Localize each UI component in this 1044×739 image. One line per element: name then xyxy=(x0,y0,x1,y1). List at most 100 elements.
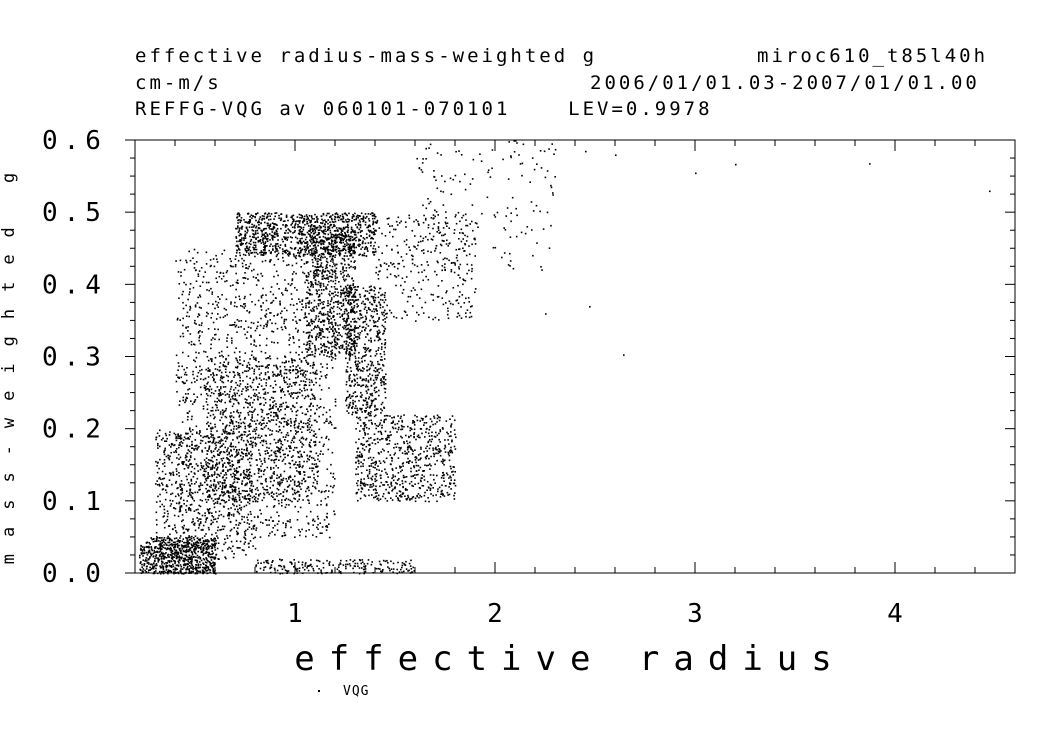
data-point xyxy=(325,221,328,223)
data-point xyxy=(194,399,197,401)
data-point xyxy=(177,572,180,575)
data-point xyxy=(319,229,321,231)
data-point xyxy=(244,272,246,274)
data-point xyxy=(250,440,252,443)
data-point xyxy=(193,449,196,451)
data-point xyxy=(177,553,180,555)
data-point xyxy=(192,373,194,376)
data-point xyxy=(163,453,166,456)
data-point xyxy=(282,491,285,493)
data-point xyxy=(275,270,278,273)
data-point xyxy=(292,369,295,371)
data-point xyxy=(183,564,185,566)
data-point xyxy=(210,547,213,550)
data-point xyxy=(246,448,248,450)
data-point xyxy=(239,376,241,379)
data-point xyxy=(257,498,259,500)
data-point xyxy=(196,396,199,398)
data-point xyxy=(196,570,198,573)
data-point xyxy=(221,377,224,380)
data-point xyxy=(374,241,376,244)
data-point xyxy=(349,254,351,257)
data-point xyxy=(198,445,200,448)
data-point xyxy=(241,518,243,521)
data-point xyxy=(237,508,239,511)
data-point xyxy=(228,546,230,549)
data-point xyxy=(321,230,323,232)
data-point xyxy=(374,233,376,236)
data-point xyxy=(255,357,257,359)
data-point xyxy=(328,253,330,255)
data-point xyxy=(291,488,294,491)
data-point xyxy=(346,244,348,246)
data-point xyxy=(177,515,180,518)
data-point xyxy=(229,455,231,458)
data-point xyxy=(259,492,262,495)
data-point xyxy=(314,441,317,444)
data-point xyxy=(201,440,204,442)
data-point xyxy=(232,495,234,497)
data-point xyxy=(173,552,175,555)
data-point xyxy=(239,418,242,421)
data-point xyxy=(325,420,327,423)
data-point xyxy=(313,419,316,422)
y-tick-label: 0.4 xyxy=(42,270,107,300)
data-point xyxy=(187,556,190,559)
data-point xyxy=(307,222,309,225)
data-point xyxy=(202,378,205,381)
data-point xyxy=(327,448,330,451)
data-point xyxy=(242,388,244,390)
data-point xyxy=(243,530,246,533)
data-point xyxy=(279,303,281,306)
data-point xyxy=(282,477,285,480)
data-point xyxy=(284,232,287,234)
data-point xyxy=(221,439,224,442)
data-point xyxy=(264,373,267,376)
data-point xyxy=(272,520,274,522)
data-point xyxy=(307,217,309,219)
data-point xyxy=(211,468,213,470)
data-point xyxy=(293,480,296,483)
data-point xyxy=(302,331,305,333)
data-point xyxy=(185,537,187,539)
data-point xyxy=(265,442,268,445)
data-point xyxy=(234,474,237,476)
data-point xyxy=(143,548,145,550)
data-point xyxy=(183,484,185,486)
data-point xyxy=(257,227,260,229)
data-point xyxy=(234,489,237,491)
data-point xyxy=(316,272,318,274)
data-point xyxy=(224,440,227,443)
data-point xyxy=(201,368,203,371)
data-point xyxy=(278,410,281,413)
data-point xyxy=(178,544,180,547)
data-point xyxy=(189,549,192,551)
data-point xyxy=(199,330,201,332)
data-point xyxy=(274,524,276,527)
data-point xyxy=(339,324,341,326)
data-point xyxy=(358,245,360,248)
data-point xyxy=(258,383,261,385)
data-point xyxy=(269,223,272,226)
data-point xyxy=(244,541,246,543)
data-point xyxy=(217,466,219,469)
data-point xyxy=(250,252,252,254)
data-point xyxy=(375,250,377,253)
data-point xyxy=(288,504,290,506)
data-point xyxy=(246,231,248,234)
data-point xyxy=(350,245,353,248)
data-point xyxy=(272,390,275,393)
data-point xyxy=(142,568,145,570)
data-point xyxy=(275,375,277,377)
data-point xyxy=(203,468,206,471)
data-point xyxy=(280,390,282,393)
data-point xyxy=(224,280,226,283)
data-point xyxy=(193,510,196,512)
data-point xyxy=(275,365,278,368)
data-point xyxy=(326,374,328,376)
data-point xyxy=(155,570,157,572)
data-point xyxy=(266,213,269,216)
data-point xyxy=(217,301,220,304)
data-point xyxy=(269,405,272,407)
data-point xyxy=(319,453,321,455)
